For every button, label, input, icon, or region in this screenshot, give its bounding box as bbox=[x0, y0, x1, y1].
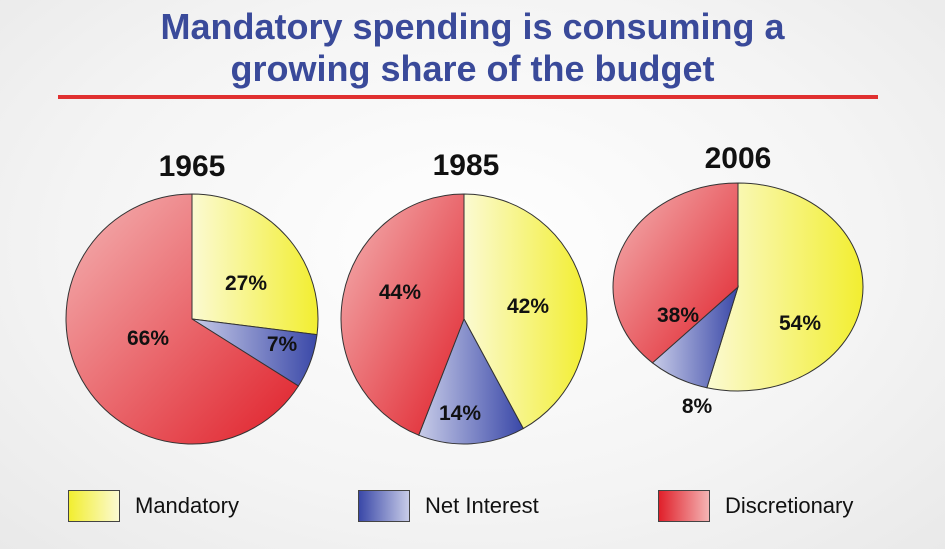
pie-title-1965: 1965 bbox=[159, 150, 226, 183]
legend-swatch bbox=[358, 490, 410, 522]
slice-label-2006-mandatory: 54% bbox=[779, 312, 821, 335]
legend-item-mandatory: Mandatory bbox=[68, 489, 239, 523]
legend-swatch bbox=[68, 490, 120, 522]
title-line-2: growing share of the budget bbox=[230, 48, 715, 89]
chart-title: Mandatory spending is consuming a growin… bbox=[0, 6, 945, 90]
legend-item-discretionary: Discretionary bbox=[658, 489, 853, 523]
legend-label: Net Interest bbox=[425, 493, 539, 518]
title-divider bbox=[58, 95, 878, 99]
pie-slice-1965-mandatory bbox=[191, 193, 319, 336]
slice-label-2006-net-interest: 8% bbox=[682, 395, 713, 418]
slice-label-2006-discretionary: 38% bbox=[657, 304, 699, 327]
pie-slice-1965-discretionary bbox=[65, 193, 300, 445]
legend-item-net-interest: Net Interest bbox=[358, 489, 539, 523]
pie-slice-1985-mandatory bbox=[463, 193, 588, 430]
pie-slice-1985-discretionary bbox=[340, 193, 465, 436]
pie-title-2006: 2006 bbox=[705, 142, 772, 175]
slice-label-1965-discretionary: 66% bbox=[127, 327, 169, 350]
legend-label: Mandatory bbox=[135, 493, 239, 518]
slice-label-1965-mandatory: 27% bbox=[225, 272, 267, 295]
legend-label: Discretionary bbox=[725, 493, 854, 518]
slice-label-1985-net-interest: 14% bbox=[439, 402, 481, 425]
title-line-1: Mandatory spending is consuming a bbox=[160, 6, 785, 47]
slice-label-1985-mandatory: 42% bbox=[507, 295, 549, 318]
legend-swatch bbox=[658, 490, 710, 522]
pie-slice-2006-discretionary bbox=[612, 182, 739, 364]
slice-label-1965-net-interest: 7% bbox=[267, 333, 298, 356]
pie-title-1985: 1985 bbox=[433, 149, 500, 182]
slice-label-1985-discretionary: 44% bbox=[379, 281, 421, 304]
pie-slice-2006-mandatory bbox=[706, 182, 864, 392]
pie-slice-1985-net-interest bbox=[418, 317, 524, 445]
